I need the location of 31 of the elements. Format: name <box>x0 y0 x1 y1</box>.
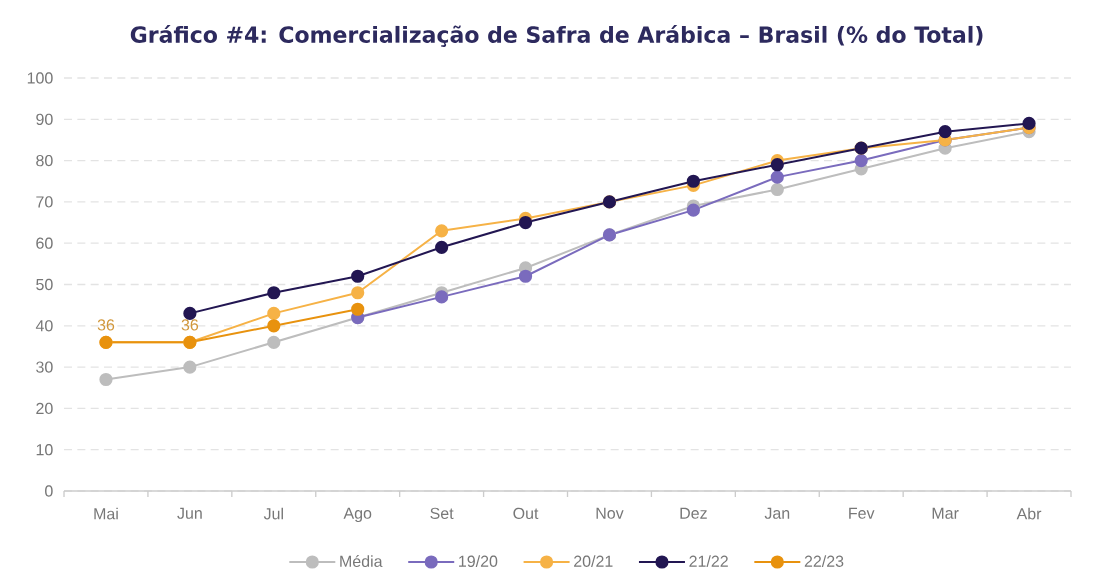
chart-title: Gráfico #4: Comercialização de Safra de Arábica – Brasil (% do Total) <box>130 25 983 47</box>
x-tick-label: Dez <box>680 507 707 519</box>
data-label: 36 <box>181 319 199 331</box>
x-tick-label: Mai <box>94 507 118 520</box>
y-tick-label: 90 <box>36 113 53 125</box>
y-tick-label: 20 <box>36 402 53 415</box>
x-tick-label: Set <box>430 507 454 520</box>
y-tick-label: 100 <box>27 72 53 84</box>
legend-label: 21/22 <box>689 555 728 567</box>
x-tick-label: Jul <box>263 507 283 520</box>
y-tick-label: 30 <box>36 361 53 373</box>
y-tick-label: 50 <box>36 278 53 291</box>
y-tick-label: 60 <box>36 237 53 249</box>
x-tick-label: Jan <box>764 507 790 519</box>
y-tick-label: 80 <box>36 154 53 167</box>
x-tick-label: Abr <box>1016 507 1042 520</box>
x-tick-label: Mar <box>932 507 959 519</box>
y-tick-label: 10 <box>36 444 53 456</box>
legend-label: Média <box>340 555 383 568</box>
x-tick-label: Fev <box>849 507 875 519</box>
legend-label: 19/20 <box>459 555 498 567</box>
y-tick-label: 70 <box>36 196 53 208</box>
y-tick-label: 40 <box>35 320 53 332</box>
y-tick-label: 0 <box>45 485 53 497</box>
data-label: 36 <box>97 319 115 331</box>
x-tick-label: Out <box>513 507 539 520</box>
x-tick-label: Jun <box>177 507 202 519</box>
legend-label: 20/21 <box>574 555 613 567</box>
x-tick-label: Ago <box>343 507 372 523</box>
x-tick-label: Nov <box>596 507 624 519</box>
legend-label: 22/23 <box>804 555 844 567</box>
